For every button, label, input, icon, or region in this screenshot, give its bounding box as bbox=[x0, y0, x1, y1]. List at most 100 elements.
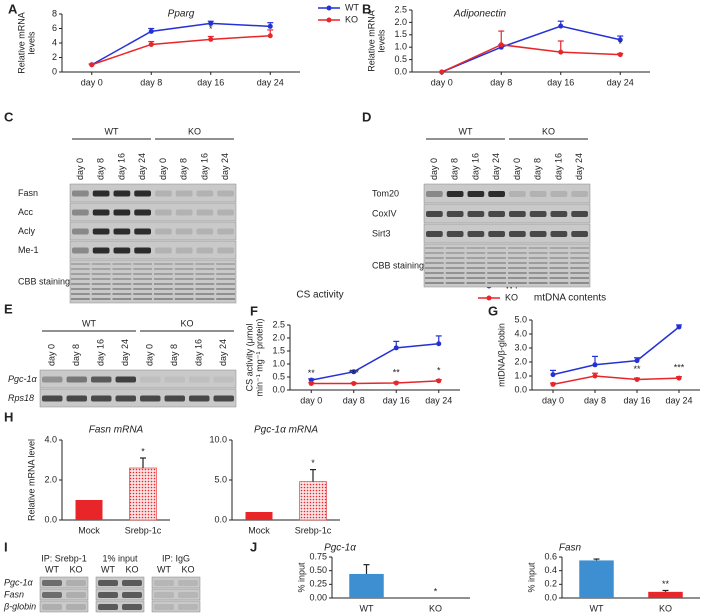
row-label: CBB staining bbox=[372, 260, 424, 270]
band bbox=[42, 580, 62, 586]
cbb-band bbox=[528, 282, 548, 284]
band bbox=[488, 191, 505, 197]
y-tick-label: 1.0 bbox=[394, 42, 407, 52]
y-axis-label: mtDNA/β-globin bbox=[496, 323, 506, 387]
annotation: * bbox=[618, 39, 622, 49]
point bbox=[351, 381, 357, 386]
band bbox=[467, 231, 485, 237]
band bbox=[98, 580, 118, 586]
cbb-band bbox=[71, 263, 90, 265]
band bbox=[217, 247, 234, 254]
bar bbox=[75, 500, 103, 520]
cbb-band bbox=[174, 263, 194, 265]
y-tick-label: 2.5 bbox=[272, 319, 285, 329]
cbb-band bbox=[112, 283, 132, 285]
y-tick-label: 5.0 bbox=[514, 314, 527, 324]
group-label: KO bbox=[188, 126, 201, 136]
band bbox=[72, 247, 89, 254]
band bbox=[92, 190, 110, 197]
cbb-band bbox=[445, 267, 465, 269]
band bbox=[66, 592, 86, 598]
legend-label: KO bbox=[505, 292, 518, 302]
point bbox=[634, 358, 640, 364]
group-label: KO bbox=[180, 318, 193, 328]
band bbox=[175, 247, 193, 254]
lane-label: day 8 bbox=[169, 344, 179, 366]
y-axis-label: Relative mRNA bbox=[16, 12, 26, 74]
x-tick-label: day 16 bbox=[623, 395, 650, 405]
cbb-band bbox=[195, 268, 215, 270]
band bbox=[467, 191, 485, 197]
cbb-band bbox=[466, 262, 486, 264]
y-axis-label: levels bbox=[26, 31, 36, 55]
cbb-band bbox=[174, 293, 194, 295]
cbb-band bbox=[133, 263, 152, 265]
band bbox=[196, 228, 214, 235]
point bbox=[148, 41, 154, 47]
x-tick-label: day 0 bbox=[81, 77, 103, 87]
band bbox=[72, 209, 89, 216]
y-axis-label: Relative mRNA bbox=[366, 10, 376, 72]
cbb-band bbox=[549, 247, 569, 249]
bar bbox=[299, 481, 327, 521]
y-tick-label: 1.5 bbox=[272, 345, 285, 355]
cbb-band bbox=[570, 262, 589, 264]
lane-label: day 24 bbox=[120, 339, 130, 366]
cbb-band bbox=[154, 268, 173, 270]
panel-letter: J bbox=[250, 539, 257, 554]
cbb-band bbox=[133, 283, 152, 285]
band bbox=[175, 228, 193, 235]
panel-letter: E bbox=[4, 301, 13, 316]
y-tick-label: 0.5 bbox=[394, 54, 407, 64]
point bbox=[308, 381, 314, 386]
band bbox=[91, 395, 112, 402]
band bbox=[488, 231, 505, 237]
band bbox=[509, 191, 526, 197]
cbb-band bbox=[154, 278, 173, 280]
lane-label: KO bbox=[69, 564, 82, 574]
band bbox=[550, 211, 568, 217]
point bbox=[558, 49, 564, 55]
y-tick-label: 0.0 bbox=[214, 514, 227, 524]
cbb-band bbox=[174, 288, 194, 290]
cbb-band bbox=[195, 298, 215, 300]
x-tick-label: day 8 bbox=[343, 395, 365, 405]
band bbox=[571, 231, 588, 237]
cbb-band bbox=[154, 273, 173, 275]
cbb-band bbox=[508, 277, 527, 279]
x-tick-label: Srebp-1c bbox=[295, 525, 332, 535]
lane-label: KO bbox=[125, 564, 138, 574]
blot-background bbox=[69, 259, 237, 304]
lane-label: day 0 bbox=[429, 158, 439, 180]
band bbox=[140, 376, 161, 383]
cbb-band bbox=[195, 273, 215, 275]
point bbox=[267, 23, 273, 29]
cbb-band bbox=[91, 288, 111, 290]
line bbox=[311, 380, 439, 385]
row-label: Fasn bbox=[18, 188, 38, 198]
blot-background bbox=[69, 202, 237, 222]
cbb-band bbox=[570, 272, 589, 274]
cbb-band bbox=[466, 272, 486, 274]
point bbox=[393, 345, 399, 351]
y-tick-label: 8 bbox=[52, 8, 57, 18]
band bbox=[155, 209, 172, 216]
cbb-band bbox=[425, 262, 444, 264]
row-label: CoxIV bbox=[372, 208, 397, 218]
group-label: IP: IgG bbox=[162, 553, 190, 563]
blot-background bbox=[151, 600, 201, 613]
cbb-band bbox=[549, 267, 569, 269]
cbb-band bbox=[91, 263, 111, 265]
band bbox=[42, 592, 62, 598]
point bbox=[558, 23, 564, 29]
lane-label: day 8 bbox=[96, 158, 106, 180]
cbb-band bbox=[195, 293, 215, 295]
y-tick-label: 4.0 bbox=[44, 434, 57, 444]
line bbox=[91, 35, 271, 66]
cbb-band bbox=[112, 278, 132, 280]
y-tick-label: 0.5 bbox=[272, 371, 285, 381]
y-tick-label: 0.0 bbox=[272, 384, 285, 394]
cbb-band bbox=[133, 288, 152, 290]
x-tick-label: day 24 bbox=[425, 395, 452, 405]
group-label: WT bbox=[105, 126, 119, 136]
